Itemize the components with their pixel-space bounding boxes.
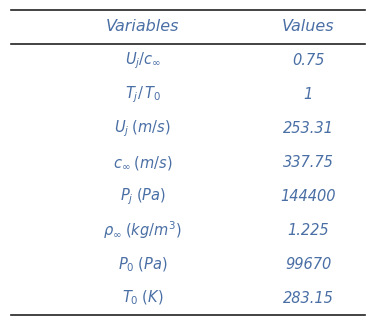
Text: $c_{\infty}\;(m/s)$: $c_{\infty}\;(m/s)$ xyxy=(113,153,173,172)
Text: 0.75: 0.75 xyxy=(292,53,324,68)
Text: 337.75: 337.75 xyxy=(283,155,334,170)
Text: Values: Values xyxy=(282,19,335,34)
Text: $U_j\;(m/s)$: $U_j\;(m/s)$ xyxy=(114,118,171,139)
Text: 144400: 144400 xyxy=(280,189,336,204)
Text: $T_j/\,T_0$: $T_j/\,T_0$ xyxy=(125,84,161,105)
Text: 99670: 99670 xyxy=(285,257,332,272)
Text: $\rho_{\infty}\;(kg/m^3)$: $\rho_{\infty}\;(kg/m^3)$ xyxy=(103,220,182,241)
Text: Variables: Variables xyxy=(106,19,180,34)
Text: $T_0\;(K)$: $T_0\;(K)$ xyxy=(122,289,164,307)
Text: 1.225: 1.225 xyxy=(288,223,329,238)
Text: 253.31: 253.31 xyxy=(283,121,334,136)
Text: 283.15: 283.15 xyxy=(283,291,334,306)
Text: $P_0\;(Pa)$: $P_0\;(Pa)$ xyxy=(118,255,168,274)
Text: $P_j\;(Pa)$: $P_j\;(Pa)$ xyxy=(120,186,166,207)
Text: $U_j/c_{\infty}$: $U_j/c_{\infty}$ xyxy=(125,50,161,71)
Text: 1: 1 xyxy=(304,87,313,102)
